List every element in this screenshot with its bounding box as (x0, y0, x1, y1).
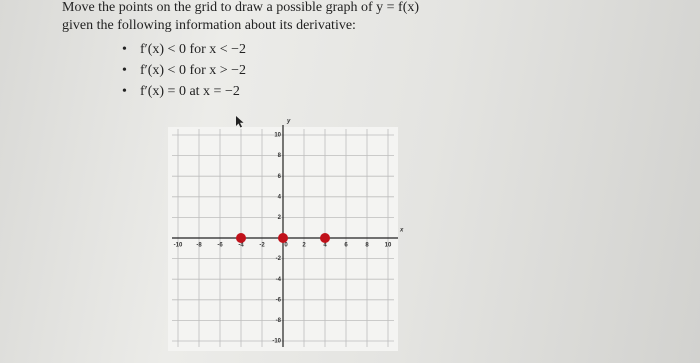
prompt-line: Move the points on the grid to draw a po… (62, 0, 420, 15)
x-tick-label: 4 (323, 243, 327, 249)
x-tick-label: 2 (302, 243, 306, 249)
y-tick-label: -10 (272, 339, 281, 345)
bullet-text: f′(x) < 0 for x < −2 (140, 42, 247, 57)
x-tick-label: -10 (174, 243, 183, 249)
y-axis-label: y (286, 119, 291, 125)
y-tick-label: -2 (276, 256, 282, 262)
y-tick-label: -4 (276, 277, 282, 283)
x-tick-label: -4 (238, 243, 244, 249)
prompt-line: given the following information about it… (62, 18, 356, 33)
x-tick-label: 6 (344, 243, 348, 249)
x-axis-label: x (399, 228, 404, 234)
y-tick-label: -8 (276, 318, 282, 324)
x-tick-label: 8 (365, 243, 369, 249)
x-tick-label: 0 (284, 243, 288, 249)
bullet-text: f′(x) = 0 at x = −2 (140, 84, 240, 99)
x-tick-label: -6 (217, 243, 223, 249)
y-tick-label: 8 (278, 153, 282, 159)
bullet-dot: • (122, 84, 127, 99)
bullet-text: f′(x) < 0 for x > −2 (140, 63, 247, 78)
x-tick-label: -2 (259, 243, 265, 249)
draggable-point[interactable] (236, 233, 246, 243)
y-tick-label: 2 (278, 215, 282, 221)
bullet-dot: • (122, 42, 127, 57)
bullet-dot: • (122, 63, 127, 78)
y-tick-label: 10 (274, 133, 281, 139)
draggable-point[interactable] (278, 233, 288, 243)
y-tick-label: -6 (276, 297, 282, 303)
y-tick-label: 6 (278, 174, 282, 180)
y-tick-label: 4 (278, 194, 282, 200)
draggable-point[interactable] (320, 233, 330, 243)
x-tick-label: -8 (196, 243, 202, 249)
x-tick-label: 10 (385, 243, 392, 249)
cursor (236, 116, 244, 128)
